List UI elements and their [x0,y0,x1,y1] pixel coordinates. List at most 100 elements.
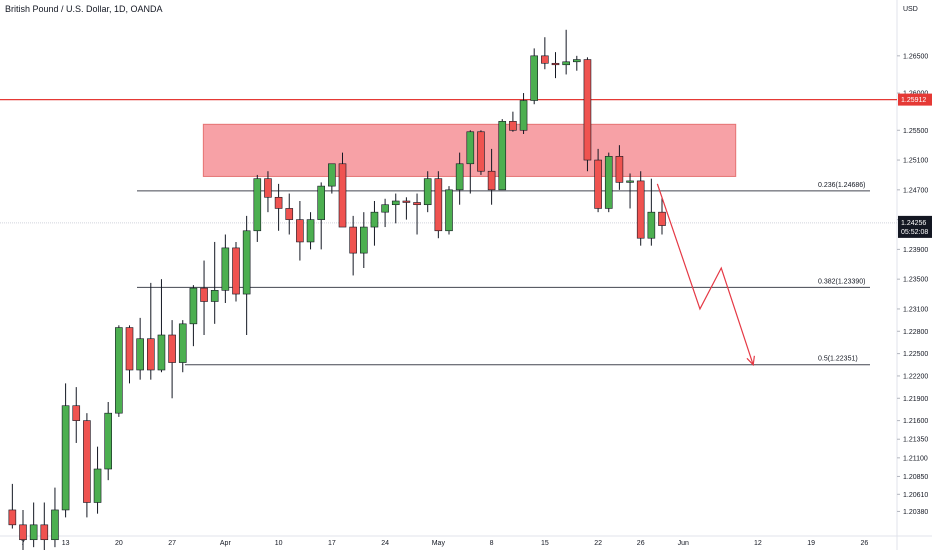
candle-down[interactable] [541,55,549,64]
candle-down[interactable] [636,180,645,239]
candle-up[interactable] [104,412,112,470]
candle-up[interactable] [445,189,453,232]
candle-up[interactable] [61,405,70,511]
y-tick-label: 1.25500 [903,128,928,135]
candle-up[interactable] [423,178,432,206]
candle-up[interactable] [359,226,368,254]
y-tick-label: 1.22800 [903,329,928,336]
candle-down[interactable] [413,202,421,206]
candle-up[interactable] [29,524,38,541]
x-tick-label: May [432,540,446,547]
x-tick-label: 17 [328,540,336,547]
resistance-price-badge [898,93,932,106]
candle-down[interactable] [551,62,560,66]
currency-label: USD [903,6,918,13]
candle-up[interactable] [189,287,198,325]
candle-up[interactable] [306,219,315,243]
x-tick-label: 10 [275,540,283,547]
candle-down[interactable] [658,211,666,226]
candle-down[interactable] [40,524,49,541]
y-tick-label: 1.25100 [903,158,928,165]
candle-down[interactable] [615,156,624,183]
projection-path[interactable] [656,183,754,365]
x-tick-label: 27 [168,540,176,547]
candle-up[interactable] [221,247,230,291]
x-tick-label: 8 [490,540,494,547]
candle-down[interactable] [83,420,91,503]
x-tick-label: 26 [637,540,645,547]
y-tick-label: 1.20850 [903,474,928,481]
candle-up[interactable] [253,178,262,232]
candle-down[interactable] [296,219,304,243]
current-price-badge [898,215,932,238]
candle-up[interactable] [519,100,528,131]
x-tick-label: Apr [220,540,232,547]
candle-down[interactable] [434,178,443,232]
x-tick-label: 15 [541,540,549,547]
candle-down[interactable] [19,524,27,541]
candle-up[interactable] [562,61,570,66]
candle-down[interactable] [264,178,272,198]
candle-up[interactable] [370,211,379,228]
y-tick-label: 1.21350 [903,437,928,444]
candle-down[interactable] [594,159,602,209]
y-tick-label: 1.22500 [903,351,928,358]
chart-title: British Pound / U.S. Dollar, 1D, OANDA [5,4,163,14]
candle-down[interactable] [168,334,176,363]
candle-up[interactable] [572,59,581,63]
candle-down[interactable] [125,327,134,371]
candle-down[interactable] [72,405,81,421]
candle-up[interactable] [178,323,187,363]
candle-down[interactable] [285,208,294,220]
candle-up[interactable] [647,211,656,239]
fib-level-label: 0.236(1.24686) [818,182,865,189]
candle-down[interactable] [338,163,347,228]
candle-up[interactable] [455,163,464,191]
y-tick-label: 1.21900 [903,396,928,403]
y-tick-label: 1.26500 [903,53,928,60]
candle-down[interactable] [147,338,155,371]
candle-up[interactable] [242,230,251,295]
candle-down[interactable] [200,287,208,302]
candle-up[interactable] [51,509,59,541]
candle-down[interactable] [487,170,496,191]
candle-up[interactable] [381,204,389,213]
candle-up[interactable] [317,185,326,220]
candle-down[interactable] [583,59,592,161]
candle-up[interactable] [498,121,507,191]
x-tick-label: 26 [860,540,868,547]
candle-up[interactable] [466,131,475,165]
x-tick-label: 7 [21,540,25,547]
candle-down[interactable] [477,131,485,172]
x-tick-label: 19 [807,540,815,547]
candle-up[interactable] [93,468,102,503]
resistance-price-text: 1.25912 [901,97,926,104]
candle-up[interactable] [210,290,219,302]
candle-up[interactable] [136,338,144,371]
countdown-timer: 05:52:08 [901,229,928,236]
candle-down[interactable] [8,509,17,526]
projection-arrowhead [746,355,755,367]
current-price-text: 1.24256 [901,220,926,227]
candle-up[interactable] [604,156,613,209]
y-tick-label: 1.23500 [903,277,928,284]
candle-down[interactable] [402,200,411,203]
x-tick-label: 12 [754,540,762,547]
y-tick-label: 1.21100 [903,455,928,462]
x-tick-label: Jun [678,540,689,547]
y-tick-label: 1.21600 [903,418,928,425]
y-tick-label: 1.22200 [903,373,928,380]
candle-up[interactable] [115,327,123,414]
candle-up[interactable] [328,163,336,187]
candle-down[interactable] [349,226,357,254]
candle-up[interactable] [157,334,166,371]
y-tick-label: 1.20380 [903,509,928,516]
candle-up[interactable] [626,180,634,183]
candle-down[interactable] [509,121,517,131]
candle-up[interactable] [530,55,539,101]
candle-down[interactable] [274,196,283,209]
fib-level-label: 0.382(1.23390) [818,278,865,285]
candle-down[interactable] [232,247,240,295]
candle-up[interactable] [391,200,400,206]
